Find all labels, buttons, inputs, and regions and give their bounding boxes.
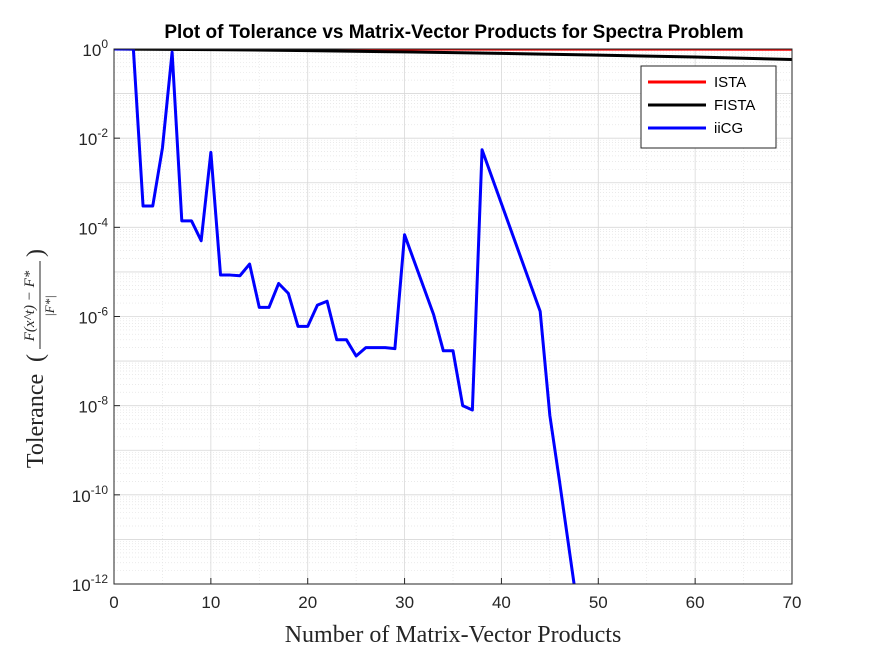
legend-box — [640, 65, 777, 149]
legend-entries: ISTA FISTA iiCG — [648, 74, 755, 137]
y-axis-label: Tolerance ( F(x^t) − F* |F*| ) — [22, 249, 57, 468]
y-tick-label: 10-10 — [72, 483, 109, 506]
series-line-fista — [114, 49, 792, 62]
x-tick-label: 0 — [109, 593, 118, 612]
y-tick-label: 100 — [82, 37, 108, 60]
x-tick-label: 50 — [589, 593, 608, 612]
legend-label-iicg: iiCG — [714, 120, 743, 137]
series-line-iicg — [114, 49, 576, 584]
x-tick-label: 10 — [201, 593, 220, 612]
y-axis-label-denominator: |F*| — [42, 295, 57, 317]
y-tick-label: 10-6 — [78, 305, 108, 328]
chart-title: Plot of Tolerance vs Matrix-Vector Produ… — [164, 22, 743, 43]
y-axis-label-text: Tolerance — [23, 374, 49, 468]
y-axis-label-numerator: F(x^t) − F* — [22, 270, 38, 342]
y-axis-label-close-paren: ) — [23, 249, 49, 257]
x-tick-label: 30 — [395, 593, 414, 612]
y-axis-label-open-paren: ( — [23, 354, 49, 362]
y-tick-label: 10-8 — [78, 394, 108, 417]
legend: ISTA FISTA iiCG — [640, 65, 777, 149]
x-axis-ticks: 0 10 20 30 40 50 60 70 — [109, 578, 801, 612]
legend-label-fista: FISTA — [714, 97, 755, 114]
x-tick-label: 20 — [298, 593, 317, 612]
y-axis-ticks: 10-12 10-10 10-8 10-6 10-4 10-2 100 — [72, 37, 120, 595]
x-tick-label: 70 — [783, 593, 802, 612]
y-tick-label: 10-2 — [78, 126, 108, 149]
y-tick-label: 10-12 — [72, 572, 109, 595]
x-axis-label: Number of Matrix-Vector Products — [285, 622, 622, 648]
y-tick-label: 10-4 — [78, 215, 108, 238]
x-tick-label: 40 — [492, 593, 511, 612]
x-tick-label: 60 — [686, 593, 705, 612]
legend-label-ista: ISTA — [714, 74, 746, 91]
